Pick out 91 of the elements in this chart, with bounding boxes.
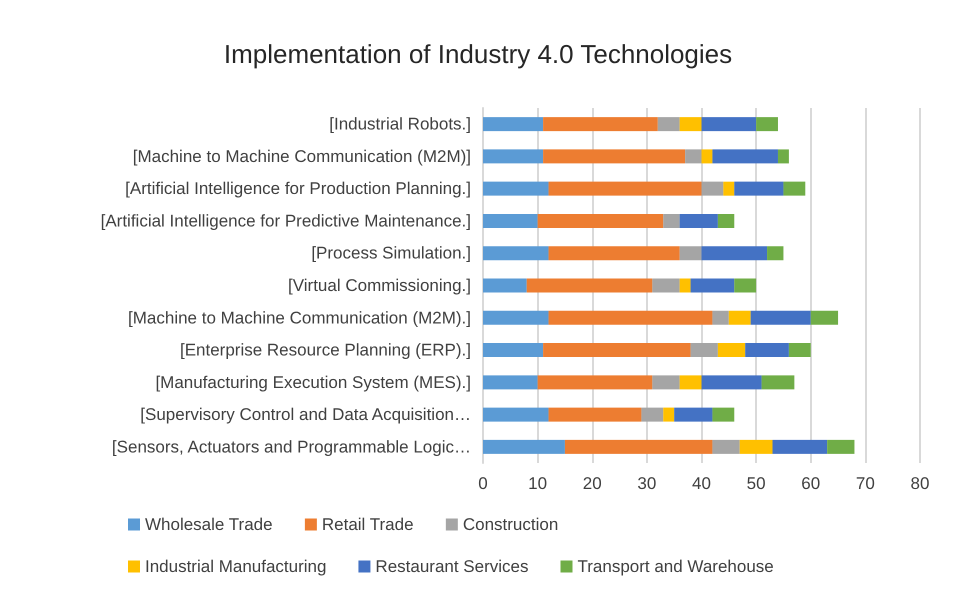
bar: [483, 214, 538, 228]
bar: [652, 375, 680, 390]
bar: [548, 182, 702, 196]
bar: [702, 182, 724, 196]
bar: [641, 408, 664, 422]
legend-label: Restaurant Services: [375, 557, 529, 576]
x-tick-label: 40: [692, 474, 711, 493]
bar: [483, 375, 538, 390]
bar: [827, 440, 854, 454]
bar: [538, 214, 664, 228]
x-tick-label: 30: [637, 474, 656, 493]
y-tick-label: [Process Simulation.]: [311, 244, 471, 263]
bar: [483, 440, 565, 454]
x-tick-label: 10: [528, 474, 548, 493]
bar: [680, 117, 702, 132]
bar: [783, 182, 806, 196]
y-tick-label: [Manufacturing Execution System (MES).]: [155, 372, 471, 392]
x-tick-label: 80: [910, 474, 930, 493]
bar: [690, 278, 734, 292]
bar: [543, 149, 686, 164]
bar: [483, 278, 527, 292]
bar: [712, 310, 729, 325]
bar: [712, 440, 740, 454]
y-tick-label: [Enterprise Resource Planning (ERP).]: [180, 340, 471, 360]
bar: [745, 343, 789, 358]
bar: [728, 310, 751, 325]
bar: [548, 246, 680, 260]
bar: [483, 149, 544, 164]
bar: [483, 117, 544, 132]
bar: [702, 149, 712, 164]
bar: [702, 375, 762, 390]
bar: [702, 117, 756, 132]
bar: [543, 117, 658, 132]
bar: [734, 182, 784, 196]
bar: [685, 149, 702, 164]
bar: [723, 182, 734, 196]
y-tick-label: [Supervisory Control and Data Acquisition…: [140, 405, 471, 424]
bar: [680, 375, 702, 390]
bar: [663, 408, 674, 422]
y-tick-label: [Industrial Robots.]: [329, 114, 471, 134]
bar: [767, 246, 784, 260]
bar: [483, 408, 549, 422]
bar: [548, 310, 712, 325]
bar: [483, 246, 549, 260]
x-tick-label: 70: [856, 474, 875, 493]
x-tick-label: 0: [478, 474, 488, 493]
legend-label: Industrial Manufacturing: [145, 557, 326, 576]
y-tick-label: [Artificial Intelligence for Predictive Maintenance.]: [100, 211, 471, 230]
bar: [734, 278, 756, 292]
bar: [663, 214, 680, 228]
bar: [740, 440, 773, 454]
bar: [718, 343, 746, 358]
y-tick-label: [Machine to Machine Communication (M2M)]: [132, 146, 471, 166]
bar: [548, 408, 642, 422]
bar: [680, 214, 718, 228]
bar: [483, 343, 544, 358]
bar: [483, 182, 549, 196]
y-tick-label: [Artificial Intelligence for Production Planning.]: [125, 179, 471, 198]
x-tick-label: 60: [801, 474, 820, 493]
bar: [564, 440, 712, 454]
legend-label: Transport and Warehouse: [577, 557, 774, 576]
legend-label: Retail Trade: [322, 515, 414, 534]
bar: [778, 149, 789, 164]
legend-label: Wholesale Trade: [145, 515, 273, 534]
bar: [788, 343, 811, 358]
bar: [483, 310, 549, 325]
chart-title: Implementation of Industry 4.0 Technologies: [224, 39, 732, 69]
bar: [680, 246, 702, 260]
bar: [772, 440, 828, 454]
bar: [543, 343, 691, 358]
bar: [702, 246, 768, 260]
bar: [674, 408, 712, 422]
bar: [538, 375, 652, 390]
x-tick-label: 50: [746, 474, 766, 493]
y-tick-label: [Virtual Commissioning.]: [288, 276, 471, 295]
bar: [712, 149, 778, 164]
y-tick-label: [Machine to Machine Communication (M2M).]: [128, 308, 471, 328]
legend-label: Construction: [462, 515, 558, 534]
bar: [750, 310, 811, 325]
y-tick-label: [Sensors, Actuators and Programmable Logic…: [112, 437, 471, 456]
bar: [690, 343, 718, 358]
bar: [810, 310, 838, 325]
bar: [680, 278, 691, 292]
bar: [718, 214, 734, 228]
bar: [762, 375, 794, 390]
bar: [652, 278, 680, 292]
bar: [658, 117, 680, 132]
bar: [756, 117, 778, 132]
x-tick-label: 20: [582, 474, 602, 493]
bar: [526, 278, 652, 292]
bar: [712, 408, 734, 422]
